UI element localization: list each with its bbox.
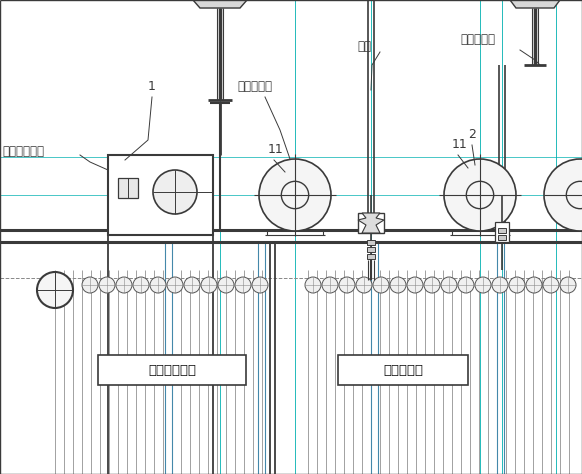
Bar bbox=[108, 155, 213, 235]
Circle shape bbox=[82, 277, 98, 293]
Circle shape bbox=[492, 277, 508, 293]
Circle shape bbox=[99, 277, 115, 293]
Polygon shape bbox=[358, 213, 384, 233]
Circle shape bbox=[150, 277, 166, 293]
Polygon shape bbox=[510, 0, 560, 8]
Circle shape bbox=[339, 277, 355, 293]
Circle shape bbox=[37, 272, 73, 308]
Text: 过热器集箱: 过热器集箱 bbox=[460, 33, 495, 46]
Circle shape bbox=[153, 170, 197, 214]
Circle shape bbox=[458, 277, 474, 293]
Bar bbox=[367, 240, 375, 245]
Circle shape bbox=[560, 277, 576, 293]
Circle shape bbox=[526, 277, 542, 293]
Text: 一级蒸发管束: 一级蒸发管束 bbox=[148, 364, 196, 376]
Bar bbox=[367, 254, 375, 259]
Circle shape bbox=[235, 277, 251, 293]
Text: 2: 2 bbox=[468, 128, 476, 141]
Bar bbox=[358, 213, 384, 233]
Text: 吊杆: 吊杆 bbox=[357, 40, 371, 53]
Circle shape bbox=[218, 277, 234, 293]
Polygon shape bbox=[193, 0, 247, 8]
Circle shape bbox=[259, 159, 331, 231]
Circle shape bbox=[356, 277, 372, 293]
Circle shape bbox=[444, 159, 516, 231]
Bar bbox=[367, 247, 375, 252]
Circle shape bbox=[167, 277, 183, 293]
Bar bbox=[498, 228, 506, 233]
Circle shape bbox=[544, 159, 582, 231]
Bar bbox=[498, 235, 506, 240]
Circle shape bbox=[441, 277, 457, 293]
Circle shape bbox=[322, 277, 338, 293]
Bar bbox=[495, 222, 509, 242]
Text: 过热器集箱: 过热器集箱 bbox=[237, 80, 272, 93]
Circle shape bbox=[543, 277, 559, 293]
Circle shape bbox=[424, 277, 440, 293]
Circle shape bbox=[390, 277, 406, 293]
Circle shape bbox=[201, 277, 217, 293]
Circle shape bbox=[305, 277, 321, 293]
Text: 11: 11 bbox=[452, 138, 468, 151]
Circle shape bbox=[475, 277, 491, 293]
Text: 11: 11 bbox=[268, 143, 284, 156]
Text: 二级过热器: 二级过热器 bbox=[383, 364, 423, 376]
Text: 蒸发管束集箱: 蒸发管束集箱 bbox=[2, 145, 44, 158]
Circle shape bbox=[252, 277, 268, 293]
Text: 1: 1 bbox=[148, 80, 156, 93]
Circle shape bbox=[184, 277, 200, 293]
Bar bbox=[338, 355, 468, 385]
Circle shape bbox=[116, 277, 132, 293]
Circle shape bbox=[133, 277, 149, 293]
Circle shape bbox=[407, 277, 423, 293]
Circle shape bbox=[509, 277, 525, 293]
Polygon shape bbox=[193, 0, 247, 8]
Bar bbox=[118, 178, 138, 198]
Bar bbox=[98, 355, 246, 385]
Circle shape bbox=[373, 277, 389, 293]
